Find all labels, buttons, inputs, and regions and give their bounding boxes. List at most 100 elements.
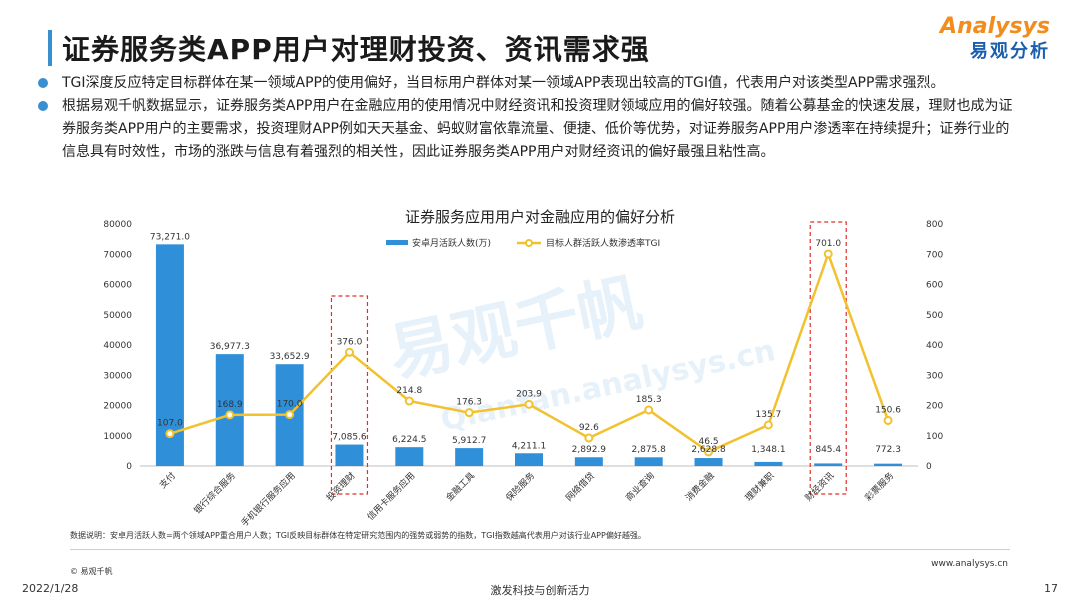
bullet-dot-icon (38, 101, 48, 111)
tgi-value-label: 150.6 (875, 405, 901, 415)
tgi-value-label: 176.3 (456, 398, 482, 408)
bar (515, 453, 543, 466)
tgi-point (524, 399, 534, 409)
bar (634, 457, 663, 466)
tgi-value-label: 214.8 (396, 386, 422, 396)
y-left-tick-label: 50000 (103, 311, 132, 321)
bar-value-label: 73,271.0 (150, 232, 190, 242)
tgi-point (285, 410, 295, 420)
highlight-box (809, 221, 847, 495)
category-label: 信用卡服务应用 (364, 470, 417, 523)
tgi-value-label: 46.5 (699, 437, 719, 447)
y-right-tick-label: 0 (926, 462, 932, 472)
bar-value-label: 2,875.8 (632, 445, 667, 455)
bar (694, 458, 723, 466)
y-right-tick-label: 100 (926, 432, 943, 442)
tgi-value-label: 170.0 (277, 400, 303, 410)
bar-value-label: 1,348.1 (751, 445, 785, 455)
y-right-tick-label: 400 (926, 341, 943, 351)
y-right-tick-label: 700 (926, 250, 943, 260)
tgi-point (344, 347, 354, 357)
category-label: 投资理财 (324, 470, 358, 504)
bar-value-label: 5,912.7 (452, 436, 486, 446)
bar-value-label: 7,085.6 (332, 433, 367, 443)
legend-line-label: 目标人群活跃人数渗透率TGI (546, 237, 660, 249)
tgi-point (404, 396, 414, 406)
footer-divider (70, 549, 1010, 550)
tgi-value-label: 203.9 (516, 389, 542, 399)
title-accent-bar (48, 30, 52, 66)
tgi-value-label: 168.9 (217, 400, 243, 410)
bar-value-label: 845.4 (815, 445, 841, 455)
tgi-value-label: 135.7 (756, 410, 782, 420)
tgi-point (225, 410, 235, 420)
category-label: 网络借贷 (563, 470, 597, 504)
tgi-point (704, 447, 714, 457)
category-label: 消费金融 (683, 470, 717, 504)
y-left-tick-label: 30000 (103, 371, 132, 381)
tgi-value-label: 376.0 (337, 337, 363, 347)
y-right-tick-label: 600 (926, 281, 943, 291)
bullet-text: TGI深度反应特定目标群体在某一领域APP的使用偏好，当目标用户群体对某一领域A… (62, 75, 945, 91)
bar (754, 461, 783, 466)
tgi-value-label: 107.0 (157, 419, 183, 429)
bar-value-label: 36,977.3 (210, 342, 250, 352)
footer-slogan: 激发科技与创新活力 (490, 584, 590, 597)
category-label: 金融工具 (443, 470, 477, 504)
y-left-tick-label: 0 (126, 462, 132, 472)
bar (155, 244, 184, 466)
bar-value-label: 6,224.5 (392, 435, 426, 445)
y-left-tick-label: 70000 (103, 250, 132, 260)
bar-value-label: 4,211.1 (512, 441, 546, 451)
bullet-dot-icon (38, 78, 48, 88)
tgi-point (165, 429, 175, 439)
logo-text-cn: 易观分析 (970, 41, 1050, 62)
y-left-tick-label: 80000 (103, 220, 132, 230)
tgi-value-label: 701.0 (815, 239, 841, 249)
bar (874, 463, 903, 466)
logo-text-en: Analysys (940, 14, 1050, 39)
bar-value-label: 2,892.9 (572, 445, 607, 455)
category-label: 商业查询 (623, 470, 657, 504)
y-left-tick-label: 10000 (103, 432, 132, 442)
page-number: 17 (1044, 582, 1058, 595)
analysys-logo: Analysys 易观分析 (940, 14, 1050, 63)
bar-value-label: 772.3 (875, 445, 901, 455)
bullet-item: 根据易观千帆数据显示，证券服务类APP用户在金融应用的使用情况中财经资讯和投资理… (38, 95, 1013, 164)
website-link[interactable]: www.analysys.cn (931, 559, 1008, 569)
tgi-point (823, 249, 833, 259)
bullet-text: 根据易观千帆数据显示，证券服务类APP用户在金融应用的使用情况中财经资讯和投资理… (62, 98, 1013, 160)
category-label: 财经资讯 (802, 470, 836, 504)
y-right-tick-label: 300 (926, 371, 943, 381)
legend-bar-label: 安卓月活跃人数(万) (412, 237, 491, 249)
category-label: 银行综合服务 (191, 470, 238, 517)
tgi-point (464, 408, 474, 418)
bar-value-label: 2,628.8 (691, 445, 726, 455)
bar (395, 447, 424, 466)
y-right-tick-label: 500 (926, 311, 943, 321)
copyright: © 易观千帆 (70, 567, 113, 576)
tgi-value-label: 92.6 (579, 423, 599, 433)
tgi-point (584, 433, 594, 443)
bullet-item: TGI深度反应特定目标群体在某一领域APP的使用偏好，当目标用户群体对某一领域A… (38, 72, 1013, 95)
tgi-value-label: 185.3 (636, 395, 662, 405)
bar-value-label: 33,652.9 (270, 352, 310, 362)
category-label: 理财兼职 (743, 470, 777, 504)
tgi-point (644, 405, 654, 415)
bar (574, 457, 603, 466)
y-right-tick-label: 800 (926, 220, 943, 230)
y-left-tick-label: 40000 (103, 341, 132, 351)
category-label: 彩票服务 (862, 470, 896, 504)
y-left-tick-label: 60000 (103, 281, 132, 291)
bar (335, 444, 364, 466)
footer-date: 2022/1/28 (22, 582, 79, 595)
chart-title: 证券服务应用用户对金融应用的偏好分析 (404, 208, 675, 226)
bar (215, 354, 244, 466)
highlight-box (330, 295, 369, 495)
category-label: 支付 (157, 470, 178, 491)
category-label: 保险服务 (503, 470, 537, 504)
bar (455, 448, 484, 466)
bullet-list: TGI深度反应特定目标群体在某一领域APP的使用偏好，当目标用户群体对某一领域A… (38, 72, 1013, 164)
legend-bar-swatch (386, 240, 408, 245)
